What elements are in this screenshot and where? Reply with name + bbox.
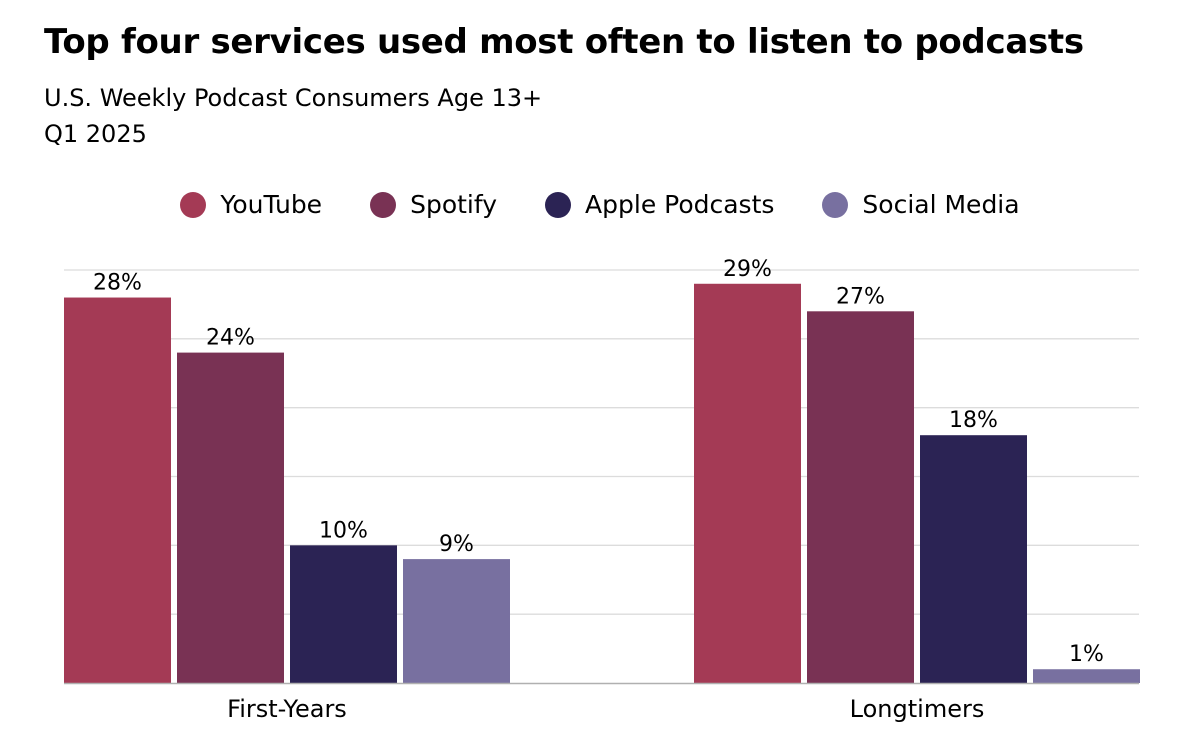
data-label: 18% [949,408,998,433]
category-label: Longtimers [850,695,985,723]
legend-label: Apple Podcasts [585,190,775,219]
legend-swatch-spotify [370,191,397,218]
chart-title: Top four services used most often to lis… [44,22,1084,62]
legend-label: Spotify [410,190,498,219]
legend-item-apple-podcasts: Apple Podcasts [545,190,774,219]
chart-period: Q1 2025 [44,120,147,148]
legend-swatch-apple-podcasts [545,191,572,218]
legend-swatch-social-media [822,191,849,218]
data-label: 29% [723,257,772,282]
bar-social-media [403,559,510,683]
legend-label: YouTube [220,190,323,219]
data-label: 10% [319,518,368,543]
bar-spotify [177,352,284,683]
category-label: First-Years [227,695,347,723]
data-label: 9% [439,532,474,557]
legend-label: Social Media [862,190,1020,219]
bar-social-media [1033,669,1140,683]
bar-spotify [807,311,914,683]
chart-subtitle: U.S. Weekly Podcast Consumers Age 13+ [44,84,543,112]
legend: YouTube Spotify Apple Podcasts Social Me… [0,190,1200,219]
legend-item-social-media: Social Media [822,190,1020,219]
legend-item-youtube: YouTube [180,190,322,219]
data-label: 28% [93,271,142,296]
legend-item-spotify: Spotify [370,190,497,219]
bar-youtube [694,283,801,683]
data-label: 24% [206,326,255,351]
data-label: 1% [1069,642,1104,667]
data-label: 27% [836,284,885,309]
bar-apple-podcasts [920,435,1027,683]
bar-apple-podcasts [290,545,397,683]
legend-swatch-youtube [180,191,207,218]
bar-youtube [64,297,171,683]
